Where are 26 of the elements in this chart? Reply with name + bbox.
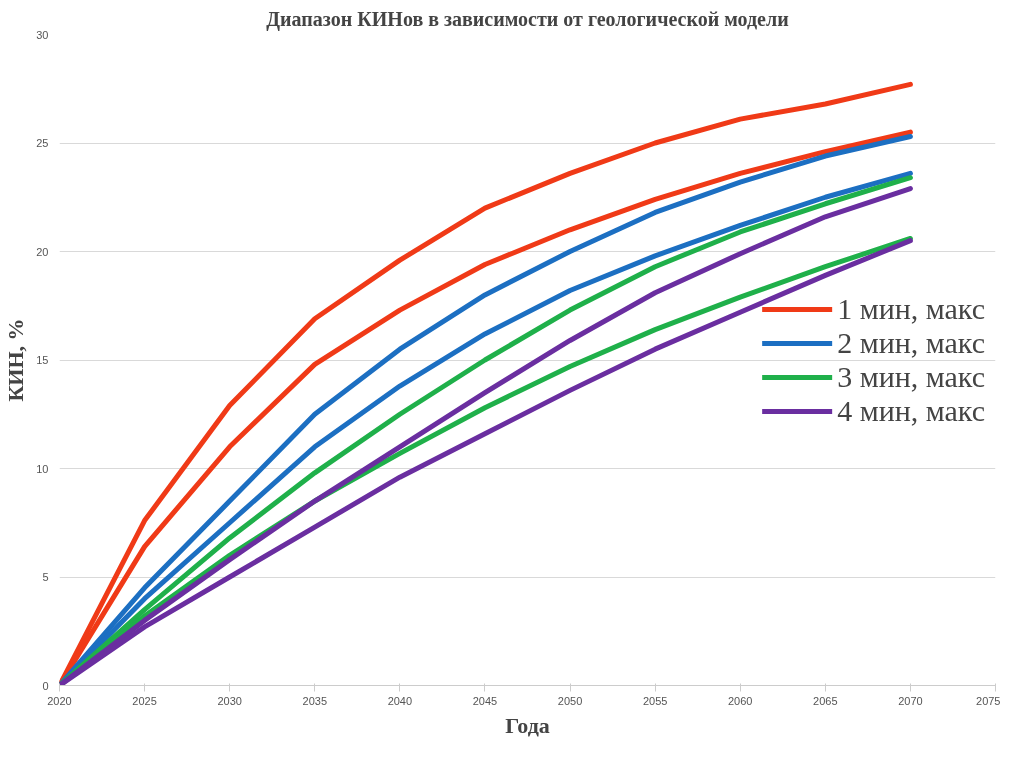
x-tick-label: 2045 bbox=[472, 694, 498, 707]
y-tick-label: 5 bbox=[42, 571, 49, 583]
x-axis-title: Года bbox=[505, 712, 550, 738]
legend-label: 1 мин, макс bbox=[837, 291, 985, 326]
y-tick-label: 0 bbox=[42, 679, 49, 692]
legend-label: 4 мин, макс bbox=[837, 393, 985, 428]
y-tick-label: 20 bbox=[36, 245, 49, 258]
y-tick-label: 25 bbox=[36, 137, 49, 149]
x-tick-label: 2070 bbox=[898, 694, 923, 707]
x-tick-label: 2020 bbox=[47, 694, 72, 707]
x-tick-label: 2040 bbox=[387, 694, 413, 707]
x-tick-label: 2035 bbox=[302, 694, 328, 707]
y-tick-label: 10 bbox=[36, 462, 49, 475]
y-tick-label: 30 bbox=[36, 28, 49, 41]
x-tick-label: 2050 bbox=[557, 694, 583, 707]
x-tick-label: 2065 bbox=[813, 694, 838, 707]
x-tick-label: 2025 bbox=[132, 694, 157, 707]
legend-label: 3 мин, макс bbox=[837, 359, 985, 394]
y-axis-title: КИН, % bbox=[3, 318, 29, 402]
y-tick-label: 15 bbox=[36, 354, 49, 366]
legend-label: 2 мин, макс bbox=[837, 325, 985, 360]
x-tick-label: 2060 bbox=[727, 694, 753, 707]
x-tick-label: 2030 bbox=[217, 694, 242, 707]
x-tick-label: 2055 bbox=[642, 694, 668, 707]
x-tick-label: 2075 bbox=[976, 694, 1001, 707]
chart-title: Диапазон КИНов в зависимости от геологической модели bbox=[266, 7, 789, 31]
